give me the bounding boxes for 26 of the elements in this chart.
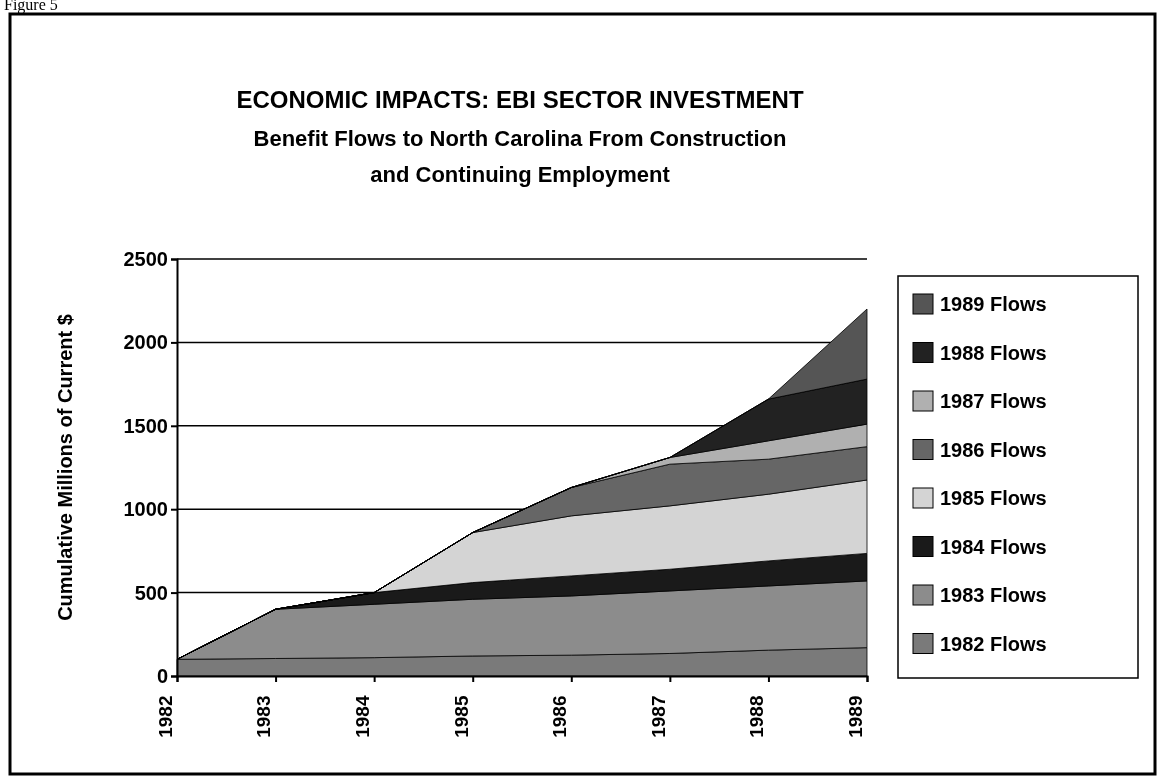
- legend-label: 1989 Flows: [940, 293, 1047, 315]
- x-tick-label: 1988: [746, 695, 768, 738]
- legend-label: 1983 Flows: [940, 584, 1047, 606]
- x-tick-label: 1989: [844, 695, 866, 738]
- chart-title: ECONOMIC IMPACTS: EBI SECTOR INVESTMENT: [236, 86, 804, 113]
- legend-label: 1987 Flows: [940, 390, 1047, 412]
- caption: Figure 5: [4, 0, 58, 14]
- y-tick-label: 1500: [123, 414, 168, 437]
- legend-label: 1984 Flows: [940, 535, 1047, 558]
- legend-label: 1982 Flows: [940, 632, 1047, 655]
- y-tick-label: 2000: [123, 331, 168, 354]
- legend-label: 1985 Flows: [940, 487, 1047, 509]
- x-tick-label: 1986: [549, 695, 571, 738]
- y-tick-label: 1000: [123, 498, 168, 521]
- x-tick-label: 1985: [450, 695, 472, 738]
- x-tick-label: 1982: [154, 695, 176, 738]
- y-tick-label: 0: [156, 664, 168, 687]
- y-tick-label: 500: [134, 581, 168, 604]
- x-tick-label: 1983: [253, 695, 275, 738]
- y-axis-title: Cumulative Millions of Current $: [54, 314, 76, 621]
- chart-subtitle: Benefit Flows to North Carolina From Construction and Continuing Employment: [253, 126, 787, 187]
- y-tick-label: 2500: [123, 247, 168, 270]
- legend-label: 1988 Flows: [940, 341, 1047, 364]
- x-tick-label: 1987: [647, 695, 669, 738]
- x-tick-label: 1984: [351, 695, 373, 738]
- legend-label: 1986 Flows: [940, 438, 1047, 461]
